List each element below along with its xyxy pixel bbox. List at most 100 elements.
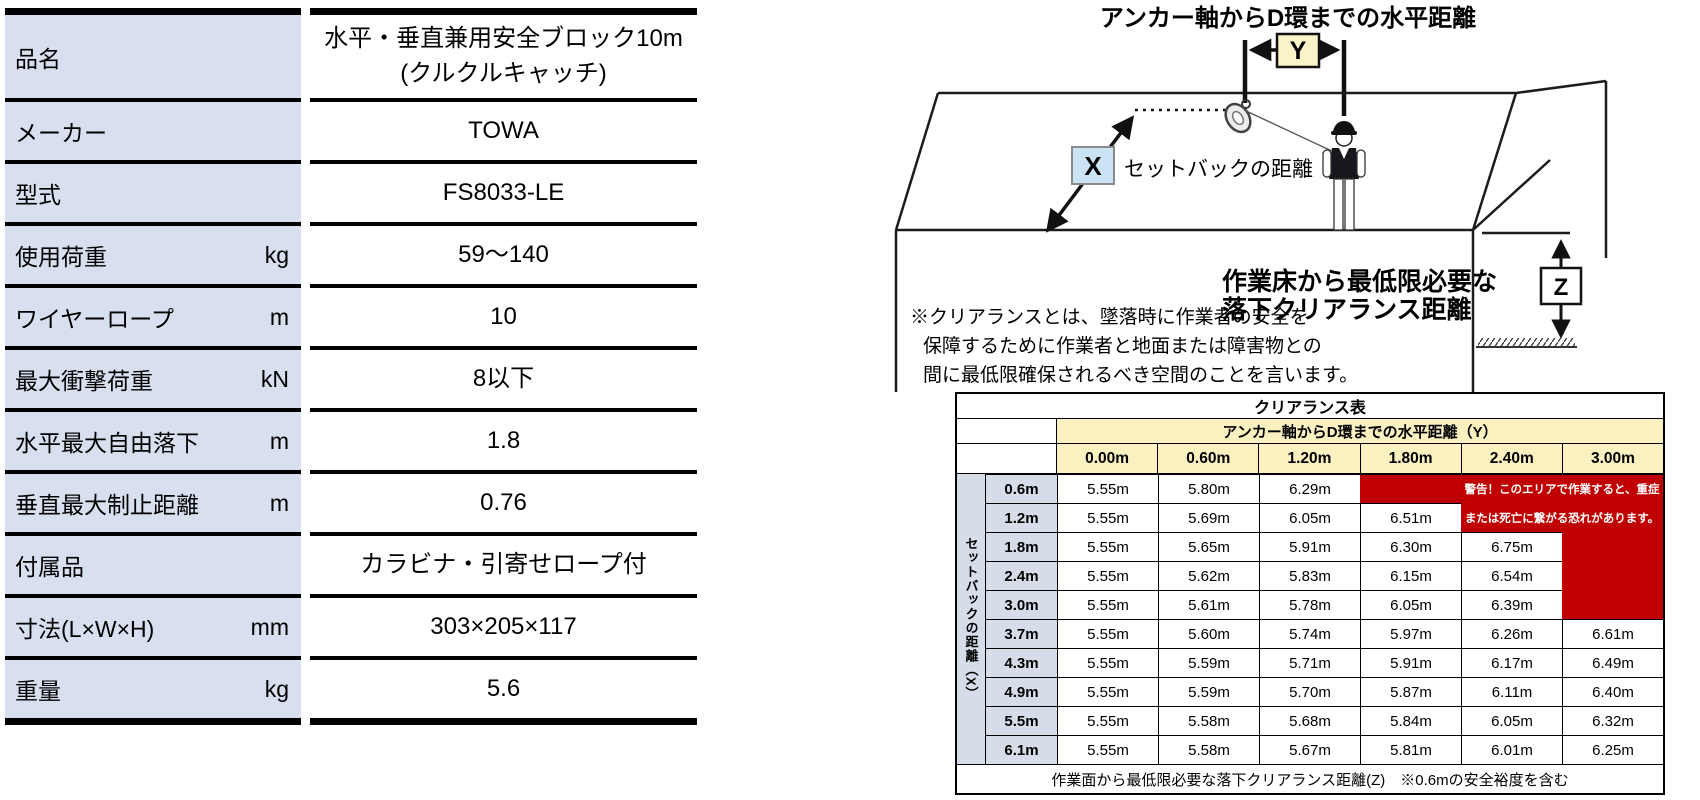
spec-label-cell: 垂直最大制止距離 m — [5, 470, 301, 532]
clearance-diagram: アンカー軸からD環までの水平距離 Y — [880, 0, 1620, 392]
clearance-value-cell: 5.83m — [1259, 561, 1360, 590]
fall-clearance-label-line2: 落下クリアランス距離 — [1222, 296, 1472, 324]
warning-zone — [1461, 503, 1663, 532]
spec-row: 使用荷重 kg 59〜140 — [5, 222, 697, 284]
clearance-value-cell: 6.05m — [1461, 706, 1562, 735]
spec-label-cell: 寸法(L×W×H) mm — [5, 594, 301, 656]
clearance-value-cell: 6.05m — [1259, 503, 1360, 532]
col-header: 1.20m — [1258, 444, 1360, 473]
spec-label: ワイヤーロープ — [15, 306, 174, 332]
clearance-value-cell: 5.58m — [1158, 706, 1259, 735]
clearance-value-cell: 5.97m — [1360, 619, 1461, 648]
row-label: 0.6m — [985, 474, 1057, 503]
spec-row: 最大衝撃荷重 kN 8以下 — [5, 346, 697, 408]
spec-value: 10 — [310, 284, 697, 346]
spec-label: メーカー — [15, 120, 107, 146]
row-label: 5.5m — [985, 706, 1057, 735]
clearance-value-cell: 6.05m — [1360, 590, 1461, 619]
spec-label: 品名 — [15, 45, 61, 72]
clearance-value-cell: 5.55m — [1057, 677, 1158, 706]
spec-label-cell: メーカー — [5, 98, 301, 160]
spec-label: 使用荷重 — [15, 244, 107, 270]
spec-label: 寸法(L×W×H) — [15, 616, 155, 642]
x-label: X — [1084, 151, 1102, 181]
safety-block-icon — [1224, 99, 1337, 154]
y-label-box — [1275, 32, 1321, 69]
clearance-value-cell: 5.74m — [1259, 619, 1360, 648]
spec-unit: kN — [260, 365, 289, 392]
clearance-value-cell: 6.26m — [1461, 619, 1562, 648]
clearance-value-cell: 5.67m — [1259, 735, 1360, 764]
spec-label-cell: ワイヤーロープ m — [5, 284, 301, 346]
row-label: 6.1m — [985, 735, 1057, 764]
spec-value: カラビナ・引寄せロープ付 — [310, 532, 697, 594]
row-label: 3.7m — [985, 619, 1057, 648]
spec-unit: m — [269, 489, 289, 516]
z-label: Z — [1554, 274, 1569, 301]
col-group-header: アンカー軸からD環までの水平距離（Y） — [1057, 419, 1663, 443]
row-label: 1.8m — [985, 532, 1057, 561]
clearance-note-line2: 保障するために作業者と地面または障害物との — [923, 335, 1322, 357]
spec-value: FS8033-LE — [310, 160, 697, 222]
clearance-value-cell: 5.87m — [1360, 677, 1461, 706]
clearance-table-body: セットバックの距離（X） 警告！このエリアで作業すると、重症 または死亡に繋がる… — [957, 474, 1663, 764]
spec-row: 付属品 カラビナ・引寄せロープ付 — [5, 532, 697, 594]
row-label: 1.2m — [985, 503, 1057, 532]
clearance-value-cell: 6.49m — [1562, 648, 1663, 677]
clearance-value-cell: 6.30m — [1360, 532, 1461, 561]
fall-clearance-label-line1: 作業床から最低限必要な — [1222, 267, 1497, 296]
clearance-value-cell: 6.11m — [1461, 677, 1562, 706]
col-header: 1.80m — [1359, 444, 1461, 473]
spec-unit: m — [269, 427, 289, 454]
row-label: 2.4m — [985, 561, 1057, 590]
clearance-value-cell: 6.75m — [1461, 532, 1562, 561]
spec-label: 水平最大自由落下 — [15, 430, 199, 456]
clearance-value-cell: 5.81m — [1360, 735, 1461, 764]
clearance-value-cell: 5.71m — [1259, 648, 1360, 677]
spec-label: 型式 — [15, 182, 61, 208]
spec-rows: 品名 水平・垂直兼用安全ブロック10m (クルクルキャッチ) メーカー TOWA 型式 F… — [5, 8, 697, 718]
col-header: 0.00m — [1057, 444, 1158, 473]
clearance-value-cell: 6.25m — [1562, 735, 1663, 764]
clearance-value-cell: 5.55m — [1057, 648, 1158, 677]
clearance-note-line3: 間に最低限確保されるべき空間のことを言います。 — [923, 364, 1358, 386]
z-label-box — [1539, 266, 1583, 306]
clearance-value-cell: 5.62m — [1158, 561, 1259, 590]
spec-value: 水平・垂直兼用安全ブロック10m (クルクルキャッチ) — [310, 8, 697, 98]
spec-value: 303×205×117 — [310, 594, 697, 656]
clearance-table-banner-row: アンカー軸からD環までの水平距離（Y） — [957, 419, 1663, 444]
clearance-value-cell: 5.55m — [1057, 474, 1158, 503]
row-label: 3.0m — [985, 590, 1057, 619]
clearance-value-cell: 6.39m — [1461, 590, 1562, 619]
clearance-value-cell: 5.78m — [1259, 590, 1360, 619]
clearance-value-cell: 6.61m — [1562, 619, 1663, 648]
clearance-value-cell: 6.17m — [1461, 648, 1562, 677]
spec-value: 1.8 — [310, 408, 697, 470]
spec-row: メーカー TOWA — [5, 98, 697, 160]
spec-row: 重量 kg 5.6 — [5, 656, 697, 718]
spec-row: 品名 水平・垂直兼用安全ブロック10m (クルクルキャッチ) — [5, 8, 697, 98]
spec-value: TOWA — [310, 98, 697, 160]
warning-text-line1: 警告！このエリアで作業すると、重症 — [1464, 484, 1660, 496]
setback-label: セットバックの距離 — [1124, 158, 1313, 181]
spec-value: 5.6 — [310, 656, 697, 718]
clearance-value-cell: 5.55m — [1057, 503, 1158, 532]
z-dimension: Z — [1476, 239, 1583, 348]
warning-zone — [1360, 475, 1663, 503]
spec-row: 水平最大自由落下 m 1.8 — [5, 408, 697, 470]
spec-row: 垂直最大制止距離 m 0.76 — [5, 470, 697, 532]
clearance-value-cell: 5.59m — [1158, 648, 1259, 677]
lifeline-wire — [1243, 109, 1337, 154]
clearance-value-cell: 5.65m — [1158, 532, 1259, 561]
spec-row: 型式 FS8033-LE — [5, 160, 697, 222]
spec-value: 0.76 — [310, 470, 697, 532]
col-header: 2.40m — [1460, 444, 1562, 473]
y-dimension: Y — [1242, 32, 1347, 116]
spec-label: 垂直最大制止距離 — [15, 492, 199, 518]
clearance-value-cell: 5.55m — [1057, 590, 1158, 619]
spec-label: 重量 — [15, 678, 61, 704]
clearance-value-cell: 5.60m — [1158, 619, 1259, 648]
spec-label-cell: 水平最大自由落下 m — [5, 408, 301, 470]
spec-label-cell: 重量 kg — [5, 656, 301, 718]
